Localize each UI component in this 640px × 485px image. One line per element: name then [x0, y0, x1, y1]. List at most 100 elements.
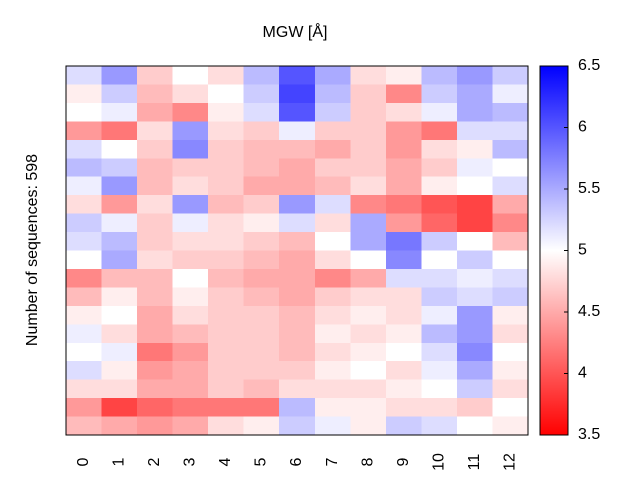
heatmap-cell: [456, 139, 493, 159]
heatmap-cell: [172, 232, 209, 251]
heatmap-cell: [243, 139, 280, 159]
heatmap-cell: [66, 213, 103, 233]
heatmap-cell: [66, 398, 103, 418]
x-tick-label: 2: [146, 457, 163, 466]
heatmap-cell: [385, 213, 422, 233]
heatmap-cell: [172, 416, 209, 436]
heatmap-cell: [137, 342, 174, 362]
x-tick-label: 11: [466, 454, 483, 471]
heatmap-cell: [421, 121, 458, 141]
heatmap-cell: [279, 287, 316, 307]
heatmap-cell: [350, 139, 387, 159]
heatmap-cell: [314, 250, 351, 270]
heatmap-cell: [456, 398, 493, 418]
heatmap-cell: [172, 213, 209, 233]
heatmap-cell: [101, 250, 138, 270]
heatmap-cell: [101, 379, 138, 399]
heatmap-cell: [172, 287, 209, 307]
heatmap-cell: [279, 379, 316, 399]
heatmap-cell: [172, 250, 209, 270]
heatmap-cell: [492, 121, 529, 141]
heatmap-cell: [421, 232, 458, 251]
colorbar-tick-label: 6.5: [578, 57, 600, 74]
heatmap-cell: [421, 66, 458, 85]
heatmap-cell: [314, 379, 351, 399]
heatmap-cell: [243, 361, 280, 381]
heatmap-cell: [101, 342, 138, 362]
heatmap-cell: [66, 232, 103, 251]
heatmap-cell: [172, 176, 209, 196]
heatmap-cell: [243, 158, 280, 178]
x-tick-label: 4: [217, 457, 234, 466]
heatmap-cell: [456, 176, 493, 196]
heatmap-cell: [137, 139, 174, 159]
heatmap-cell: [243, 250, 280, 270]
heatmap-cell: [279, 342, 316, 362]
heatmap-cell: [101, 176, 138, 196]
heatmap-cell: [314, 361, 351, 381]
heatmap-cell: [101, 324, 138, 344]
heatmap-cell: [208, 66, 245, 85]
heatmap-cell: [350, 195, 387, 215]
heatmap-cell: [492, 287, 529, 307]
heatmap-cell: [456, 195, 493, 215]
heatmap-cell: [172, 379, 209, 399]
heatmap-cell: [492, 398, 529, 418]
heatmap-cell: [492, 361, 529, 381]
heatmap-cell: [172, 268, 209, 288]
heatmap-cell: [456, 66, 493, 85]
y-axis-label: Number of sequences: 598: [24, 154, 41, 346]
heatmap-cell: [492, 102, 529, 122]
heatmap-cell: [385, 66, 422, 85]
heatmap-cell: [456, 102, 493, 122]
heatmap-cell: [314, 305, 351, 325]
heatmap-cell: [314, 176, 351, 196]
heatmap-cell: [421, 250, 458, 270]
heatmap-cell: [314, 66, 351, 85]
heatmap-cell: [243, 102, 280, 122]
heatmap-cell: [243, 342, 280, 362]
heatmap-cell: [421, 176, 458, 196]
x-tick-label: 7: [324, 457, 341, 466]
heatmap-cell: [137, 361, 174, 381]
heatmap-cell: [456, 361, 493, 381]
heatmap-cell: [350, 361, 387, 381]
heatmap-cell: [314, 121, 351, 141]
heatmap-cell: [421, 84, 458, 104]
heatmap-cell: [350, 84, 387, 104]
heatmap-cell: [350, 379, 387, 399]
heatmap-cell: [172, 324, 209, 344]
heatmap-cell: [66, 102, 103, 122]
heatmap-cell: [243, 84, 280, 104]
heatmap-cell: [314, 102, 351, 122]
heatmap-cell: [350, 213, 387, 233]
heatmap-cell: [243, 176, 280, 196]
heatmap-cell: [208, 398, 245, 418]
heatmap-cell: [279, 268, 316, 288]
heatmap-cell: [101, 195, 138, 215]
heatmap-cell: [314, 324, 351, 344]
heatmap-cell: [172, 121, 209, 141]
x-tick-label: 1: [111, 457, 128, 466]
heatmap-cell: [137, 158, 174, 178]
heatmap-cell: [279, 139, 316, 159]
heatmap-cell: [243, 268, 280, 288]
heatmap-cell: [350, 342, 387, 362]
heatmap-cell: [492, 232, 529, 251]
heatmap-cell: [208, 287, 245, 307]
heatmap-cell: [137, 232, 174, 251]
heatmap-cell: [101, 121, 138, 141]
heatmap-cell: [243, 287, 280, 307]
heatmap-cell: [385, 250, 422, 270]
heatmap-cell: [492, 268, 529, 288]
heatmap-cell: [456, 287, 493, 307]
heatmap-cell: [137, 416, 174, 436]
heatmap-cell: [172, 361, 209, 381]
heatmap-cell: [208, 361, 245, 381]
heatmap-cell: [279, 324, 316, 344]
heatmap-cell: [279, 250, 316, 270]
heatmap-cell: [314, 195, 351, 215]
heatmap-cell: [279, 416, 316, 436]
